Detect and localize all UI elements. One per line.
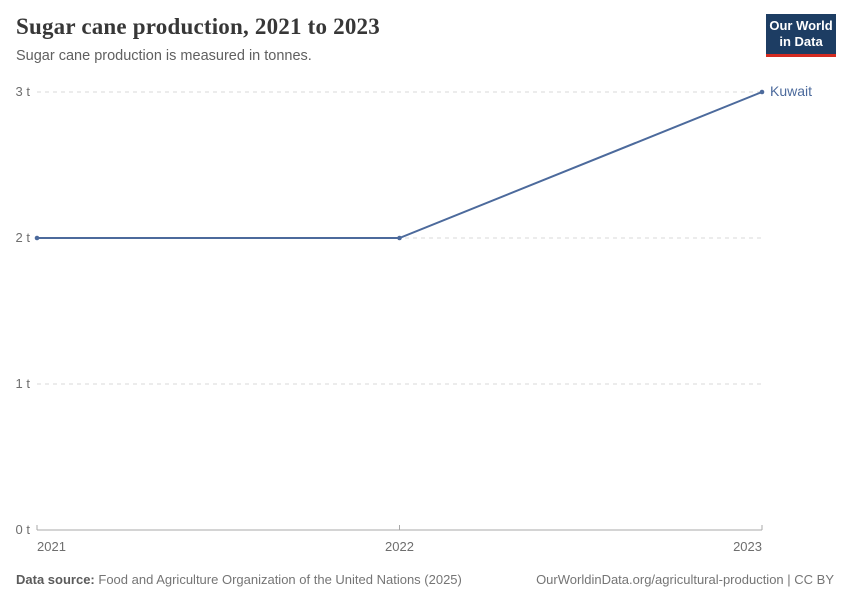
chart-subtitle: Sugar cane production is measured in ton… (16, 48, 312, 65)
series-line[interactable] (37, 91, 763, 239)
chart-title: Sugar cane production, 2021 to 2023 (16, 14, 380, 39)
y-tick-label: 2 t (16, 230, 31, 245)
data-source: Data source: Food and Agriculture Organi… (16, 572, 462, 587)
x-tick-label: 2021 (37, 539, 66, 554)
x-tick-label: 2022 (385, 539, 414, 554)
data-point-marker[interactable] (34, 235, 40, 241)
y-tick-label: 0 t (16, 522, 31, 537)
owid-logo: Our World in Data (766, 14, 836, 57)
logo-line2: in Data (779, 34, 823, 49)
y-tick-label: 3 t (16, 84, 31, 99)
data-source-label: Data source: (16, 572, 95, 587)
data-point-marker[interactable] (759, 89, 765, 95)
x-tick-label: 2023 (733, 539, 762, 554)
chart-footer: Data source: Food and Agriculture Organi… (16, 572, 834, 587)
chart-header: Sugar cane production, 2021 to 2023 Suga… (16, 14, 740, 64)
data-point-marker[interactable] (397, 235, 402, 241)
y-tick-label: 1 t (16, 376, 31, 391)
footer-link[interactable]: OurWorldinData.org/agricultural-producti… (536, 572, 834, 587)
data-source-text: Food and Agriculture Organization of the… (98, 572, 462, 587)
logo-line1: Our World (769, 17, 833, 33)
series-entity-label[interactable]: Kuwait (770, 83, 812, 99)
